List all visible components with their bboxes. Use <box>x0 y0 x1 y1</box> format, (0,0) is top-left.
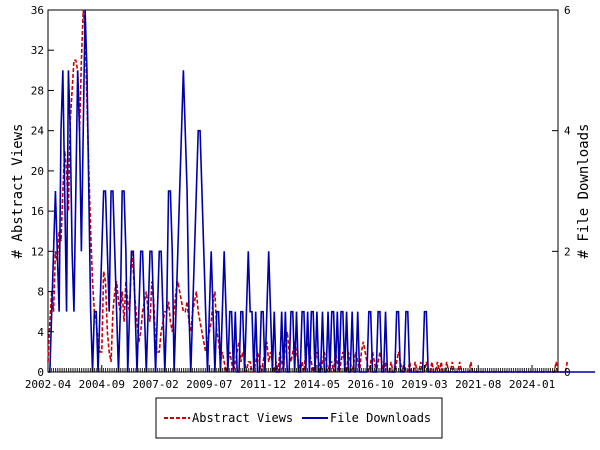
y-axis-right-title: # File Downloads <box>576 124 592 259</box>
legend-label-abstract-views: Abstract Views <box>192 411 293 425</box>
x-tick-label: 2002-04 <box>25 378 72 391</box>
y-left-tick-label: 0 <box>37 366 44 379</box>
x-tick-label: 2014-05 <box>294 378 340 391</box>
y-axis-right: 0 2 4 6 <box>552 4 571 379</box>
x-tick-label: 2024-01 <box>509 378 555 391</box>
y-left-tick-label: 24 <box>31 125 45 138</box>
plot-border <box>47 9 559 373</box>
y-left-tick-label: 32 <box>31 44 44 57</box>
y-right-tick-label: 4 <box>564 125 571 138</box>
x-tick-label: 2011-12 <box>240 378 286 391</box>
y-right-tick-label: 0 <box>564 366 571 379</box>
legend-label-file-downloads: File Downloads <box>330 411 431 425</box>
x-tick-label: 2004-09 <box>79 378 125 391</box>
y-left-tick-label: 20 <box>31 165 44 178</box>
legend-box <box>155 397 443 439</box>
x-tick-label: 2009-07 <box>186 378 232 391</box>
y-left-tick-label: 8 <box>37 286 44 299</box>
y-axis-left-title: # Abstract Views <box>10 124 26 259</box>
legend: Abstract Views File Downloads <box>155 397 443 439</box>
y-left-tick-label: 16 <box>31 205 44 218</box>
y-right-tick-label: 6 <box>564 4 571 17</box>
y-right-tick-label: 2 <box>564 245 571 258</box>
y-left-tick-label: 36 <box>31 4 44 17</box>
x-tick-label: 2007-02 <box>132 378 178 391</box>
plot-area <box>47 9 559 373</box>
x-tick-label: 2021-08 <box>455 378 501 391</box>
y-left-tick-label: 4 <box>37 326 44 339</box>
y-left-tick-label: 28 <box>31 84 44 97</box>
x-tick-label: 2016-10 <box>348 378 394 391</box>
x-tick-label: 2019-03 <box>401 378 447 391</box>
y-left-tick-label: 12 <box>31 245 44 258</box>
x-axis: 2002-04 2004-09 2007-02 2009-07 2011-12 2014-… <box>25 365 559 391</box>
y-axis-left: 0 4 8 12 16 20 24 28 32 36 <box>31 4 54 379</box>
